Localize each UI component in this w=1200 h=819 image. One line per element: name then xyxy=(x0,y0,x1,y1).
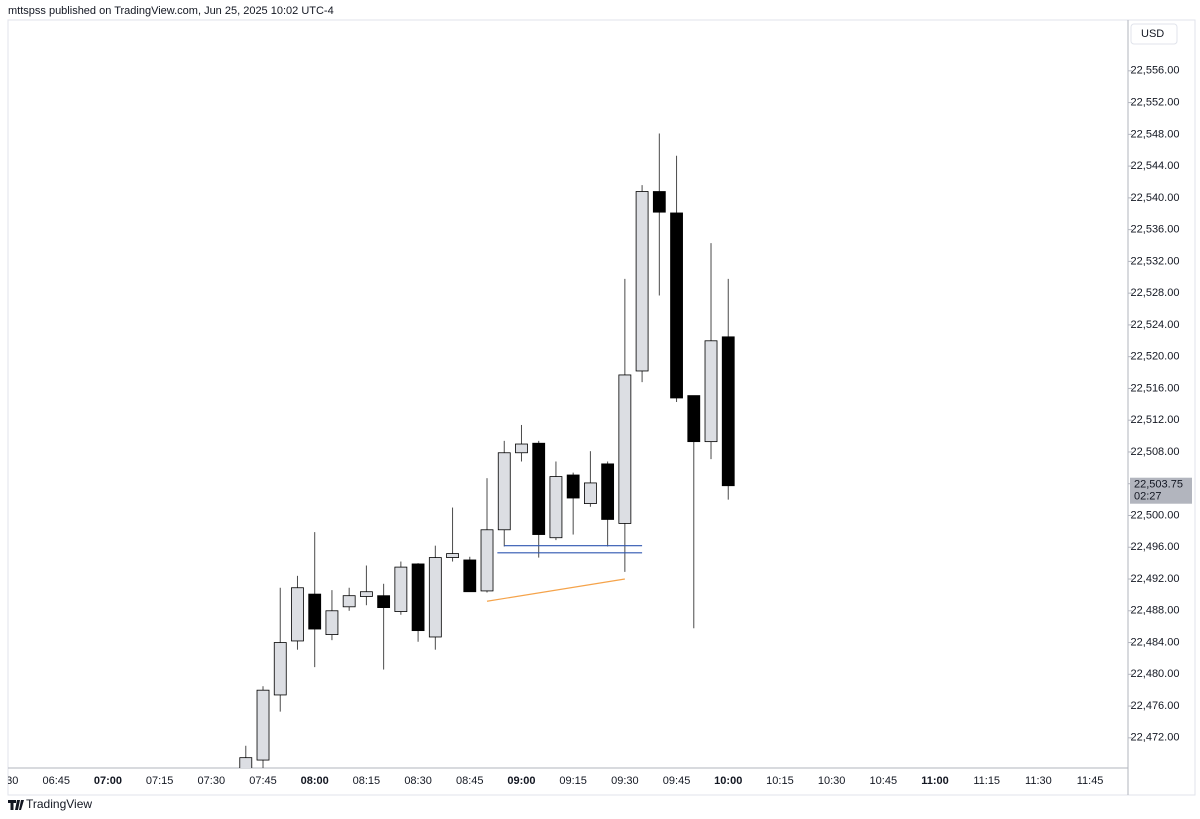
last-price: 22,503.75 xyxy=(1134,479,1183,491)
candle-body xyxy=(325,610,339,635)
candle-body xyxy=(394,566,408,612)
logo: TradingView xyxy=(8,797,92,811)
countdown: 02:27 xyxy=(1134,491,1162,503)
candle-body xyxy=(256,689,270,761)
candle-body xyxy=(428,557,442,638)
candle-body xyxy=(721,336,735,487)
y-tick-label: 22,556.00 xyxy=(1131,65,1180,77)
plot xyxy=(239,133,735,768)
candle-body xyxy=(377,595,391,609)
candle-body xyxy=(670,212,683,399)
currency: USD xyxy=(1141,28,1164,40)
y-tick-label: 22,548.00 xyxy=(1131,128,1180,140)
candle-body xyxy=(687,395,701,443)
last-price-box xyxy=(1130,477,1192,504)
x-tick-label: 09:15 xyxy=(559,775,587,787)
candle-body xyxy=(601,463,615,520)
candle-body xyxy=(704,340,718,443)
y-tick-label: 22,520.00 xyxy=(1131,351,1180,363)
footer: TradingView xyxy=(26,797,92,811)
y-tick-label: 22,476.00 xyxy=(1131,700,1180,712)
candle-body xyxy=(549,476,563,539)
x-tick-label: 10:45 xyxy=(870,775,898,787)
x-tick-label: 10:00 xyxy=(714,775,742,787)
y-tick-label: 22,532.00 xyxy=(1131,255,1180,267)
y-tick-label: 22,480.00 xyxy=(1131,668,1180,680)
x-tick-label: 08:00 xyxy=(301,775,329,787)
candle-body xyxy=(342,595,356,608)
y-tick-label: 22,540.00 xyxy=(1131,192,1180,204)
time-axis: 06:30 06:45 07:00 07:15 07:30 07:45 08:00 08:15… xyxy=(0,775,1104,787)
candle-body xyxy=(515,443,528,454)
x-tick-label: 07:00 xyxy=(94,775,122,787)
x-tick-label: 06:45 xyxy=(42,775,70,787)
candle-body xyxy=(635,191,649,372)
candle-body xyxy=(652,191,666,213)
candle-body xyxy=(497,452,511,531)
candle-body xyxy=(446,553,459,558)
x-tick-label: 11:00 xyxy=(921,775,949,787)
y-tick-label: 22,512.00 xyxy=(1131,414,1180,426)
x-tick-label: 11:30 xyxy=(1025,775,1052,787)
candle-body xyxy=(359,591,373,597)
x-tick-label: 08:45 xyxy=(456,775,484,787)
x-tick-label: 08:30 xyxy=(404,775,432,787)
price-axis: 22,472.00 22,476.00 22,480.00 22,484.00 22,4… xyxy=(1128,65,1192,744)
drawn-line xyxy=(486,578,625,602)
x-tick-label: 10:15 xyxy=(766,775,794,787)
x-tick-label: 07:45 xyxy=(249,775,277,787)
candle-body xyxy=(411,563,425,632)
candle-body xyxy=(480,529,494,592)
candle-body xyxy=(239,757,253,768)
candle-body xyxy=(566,474,580,499)
candle-body xyxy=(584,482,597,504)
x-tick-label: 09:00 xyxy=(507,775,535,787)
x-tick-label: 07:15 xyxy=(146,775,174,787)
x-tick-label: 08:15 xyxy=(353,775,381,787)
x-tick-label: 09:45 xyxy=(663,775,691,787)
currency-box[interactable] xyxy=(1130,23,1178,45)
y-tick-label: 22,484.00 xyxy=(1131,636,1180,648)
y-tick-label: 22,472.00 xyxy=(1131,732,1180,744)
y-tick-label: 22,492.00 xyxy=(1131,573,1180,585)
y-tick-label: 22,544.00 xyxy=(1131,160,1180,172)
y-tick-label: 22,508.00 xyxy=(1131,446,1180,458)
candle-body xyxy=(273,642,287,696)
x-tick-label: 09:30 xyxy=(611,775,639,787)
candle-body xyxy=(291,587,304,642)
y-tick-label: 22,536.00 xyxy=(1131,224,1180,236)
y-tick-label: 22,524.00 xyxy=(1131,319,1180,331)
candle-body xyxy=(308,593,322,630)
x-tick-label: 10:30 xyxy=(818,775,846,787)
frame xyxy=(7,19,1196,796)
y-tick-label: 22,500.00 xyxy=(1131,509,1180,521)
candle-body xyxy=(463,559,477,593)
y-tick-label: 22,488.00 xyxy=(1131,605,1180,617)
x-tick-label: 11:15 xyxy=(973,775,1000,787)
y-tick-label: 22,516.00 xyxy=(1131,382,1180,394)
x-tick-label: 06:30 xyxy=(0,775,18,787)
header: mttspss published on TradingView.com, Ju… xyxy=(8,5,334,17)
candle-body xyxy=(618,374,632,524)
y-tick-label: 22,552.00 xyxy=(1131,96,1180,108)
x-tick-label: 11:45 xyxy=(1077,775,1104,787)
y-tick-label: 22,496.00 xyxy=(1131,541,1180,553)
y-tick-label: 22,528.00 xyxy=(1131,287,1180,299)
x-tick-label: 07:30 xyxy=(198,775,226,787)
candle-body xyxy=(532,442,546,535)
